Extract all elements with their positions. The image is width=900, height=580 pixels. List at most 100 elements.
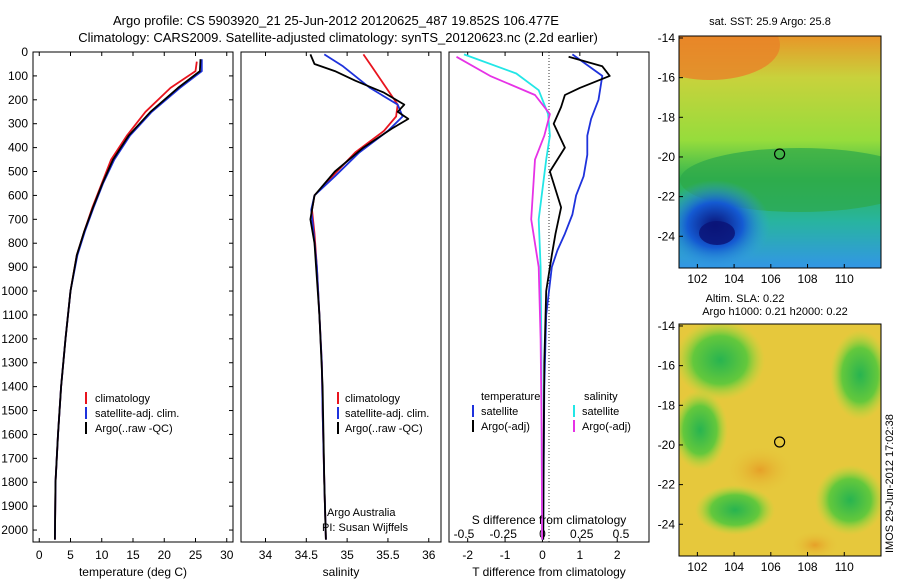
- depth-tick-label: 1500: [1, 404, 28, 418]
- temperature-legend: climatology satellite-adj. clim. Argo(..…: [85, 392, 179, 435]
- depth-tick-label: 1300: [1, 356, 28, 370]
- legend-label-sal-satellite: satellite: [582, 406, 619, 418]
- map-x-tick-label: 104: [724, 560, 744, 574]
- map-x-tick-label: 108: [798, 560, 818, 574]
- imos-timestamp: IMOS 29-Jun-2012 17:02:38: [884, 414, 896, 553]
- map-y-tick-label: -24: [658, 229, 676, 243]
- map-x-tick-label: 102: [687, 560, 707, 574]
- x-tick-label: 0: [36, 548, 43, 562]
- sla-orange-patch: [725, 445, 795, 495]
- depth-tick-label: 500: [8, 165, 28, 179]
- depth-tick-label: 1800: [1, 475, 28, 489]
- sla-green-patch: [830, 330, 881, 420]
- sla-map-title-line2: Argo h1000: 0.21 h2000: 0.22: [702, 306, 848, 318]
- legend-label-satellite: satellite-adj. clim.: [345, 408, 429, 420]
- map-y-tick-label: -16: [658, 359, 676, 373]
- x-tick-label: 25: [189, 548, 203, 562]
- series-line-argo-raw-qc-: [309, 54, 410, 540]
- depth-tick-label: 400: [8, 141, 28, 155]
- map-y-tick-label: -14: [658, 31, 676, 45]
- sst-dark-core: [699, 221, 735, 245]
- depth-tick-label: 200: [8, 93, 28, 107]
- difference-legend: temperature salinity satellite Argo(-adj…: [472, 391, 631, 433]
- depth-tick-label: 1100: [2, 308, 28, 322]
- x-tick-label: 35: [340, 548, 354, 562]
- map-y-tick-label: -22: [658, 478, 676, 492]
- sla-map-axes: 102 104 106 108 110 -14 -16 -18 -20 -22 -24: [658, 319, 855, 574]
- sla-green-patch: [679, 324, 765, 400]
- map-x-tick-label: 110: [835, 560, 854, 574]
- map-x-tick-label: 110: [835, 272, 854, 286]
- sla-map-frame: [678, 323, 882, 557]
- x-tick-label: 10: [95, 548, 109, 562]
- annotation-pi: PI: Susan Wijffels: [322, 522, 408, 534]
- legend-label-climatology: climatology: [345, 393, 401, 405]
- map-y-tick-label: -22: [658, 190, 676, 204]
- sla-green-patch: [695, 485, 775, 535]
- map-y-tick-label: -18: [658, 110, 676, 124]
- sst-map-frame: [678, 35, 882, 269]
- legend-label-argo: Argo(..raw -QC): [345, 423, 423, 435]
- sst-map-axes: 102 104 106 108 110 -14 -16 -18 -20 -22 -24: [658, 31, 855, 286]
- salinity-panel-frame: [240, 51, 442, 543]
- x-tick-label: 36: [422, 548, 436, 562]
- temperature-profiles: [54, 59, 203, 540]
- depth-tick-label: 0: [21, 45, 28, 59]
- legend-title-temperature: temperature: [481, 391, 540, 403]
- figure-title-line2: Climatology: CARS2009. Satellite-adjuste…: [78, 30, 598, 45]
- depth-tick-label: 800: [8, 236, 28, 250]
- difference-xlabel: T difference from climatology: [472, 565, 626, 579]
- series-line-satellite-adj-clim-: [54, 59, 203, 540]
- temperature-xlabel: temperature (deg C): [79, 565, 187, 579]
- series-line-climatology: [54, 61, 198, 540]
- legend-title-salinity: salinity: [584, 391, 618, 403]
- depth-axis: 0 100 200 300 400 500 600 700 800 900 1000 1100 1200…: [1, 45, 28, 537]
- salinity-x-axis: 34 34.5 35 35.5 36: [259, 52, 436, 562]
- salinity-legend: climatology satellite-adj. clim. Argo(..…: [337, 392, 429, 435]
- depth-tick-label: 1000: [1, 284, 28, 298]
- salinity-profiles: [309, 53, 410, 540]
- legend-label-sal-argo: Argo(-adj): [582, 421, 631, 433]
- depth-tick-label: 1400: [1, 380, 28, 394]
- s-tick-label: 0.5: [613, 527, 630, 541]
- legend-label-satellite: satellite-adj. clim.: [95, 408, 179, 420]
- sst-map-title: sat. SST: 25.9 Argo: 25.8: [709, 16, 831, 28]
- x-tick-label: -2: [462, 548, 473, 562]
- sla-green-patch: [679, 390, 728, 470]
- map-y-tick-label: -14: [658, 319, 676, 333]
- sla-orange-patch: [790, 530, 840, 556]
- series-line-argo-adj--temperature: [542, 55, 611, 540]
- x-tick-label: 1: [576, 548, 583, 562]
- s-tick-label: -0.5: [454, 527, 475, 541]
- depth-tick-label: 1900: [1, 499, 28, 513]
- depth-tick-label: 600: [8, 188, 28, 202]
- annotation-argo-australia: Argo Australia: [327, 507, 396, 519]
- map-x-tick-label: 106: [761, 560, 781, 574]
- depth-tick-label: 300: [8, 117, 28, 131]
- argo-location-marker: [773, 148, 786, 160]
- argo-location-marker: [773, 436, 786, 448]
- temperature-x-axis: 0 5 10 15 20 25 30: [33, 51, 234, 562]
- series-line-satellite-salinity: [463, 53, 551, 540]
- x-tick-label: 35.5: [376, 548, 400, 562]
- sla-map: [679, 324, 881, 556]
- map-y-tick-label: -18: [658, 398, 676, 412]
- s-tick-label: -0.25: [490, 527, 518, 541]
- x-tick-label: 5: [67, 548, 74, 562]
- map-y-tick-label: -24: [658, 517, 676, 531]
- sst-warm-patch: [679, 36, 780, 80]
- sst-map: [679, 36, 881, 268]
- depth-tick-label: 1200: [1, 332, 28, 346]
- depth-tick-label: 100: [8, 69, 28, 83]
- x-tick-label: -1: [500, 548, 511, 562]
- map-x-tick-label: 108: [798, 272, 818, 286]
- depth-tick-label: 2000: [1, 523, 28, 537]
- map-x-tick-label: 106: [761, 272, 781, 286]
- series-line-satellite-temperature: [542, 53, 604, 540]
- x-tick-label: 34.5: [295, 548, 319, 562]
- sla-green-patch: [815, 465, 881, 535]
- x-tick-label: 30: [220, 548, 234, 562]
- difference-x-axis: -2 -1 0 1 2-0.5 -0.25 0 0.25 0.5: [454, 52, 630, 562]
- x-tick-label: 20: [158, 548, 172, 562]
- legend-label-argo: Argo(..raw -QC): [95, 423, 173, 435]
